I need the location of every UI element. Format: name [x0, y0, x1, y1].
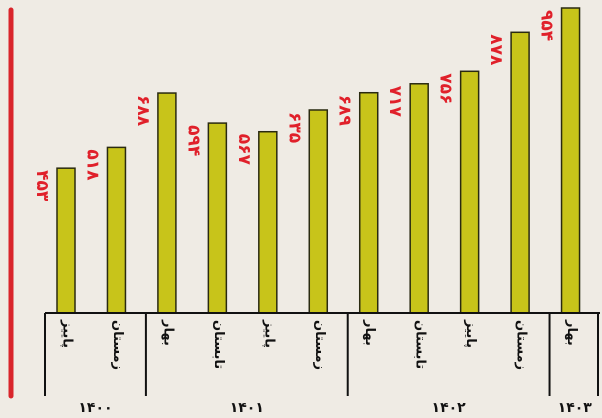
bar — [207, 122, 228, 314]
x-tick-label: بهار — [564, 319, 579, 346]
value-label: ۶۸۸ — [133, 95, 153, 127]
value-label: ۷۵۶ — [436, 73, 456, 104]
bar — [459, 70, 480, 314]
group-label: ۱۴۰۲ — [432, 400, 467, 416]
bar — [510, 31, 530, 314]
bar — [106, 146, 127, 314]
bar — [560, 7, 581, 314]
value-label: ۶۸۹ — [335, 95, 355, 127]
bar — [409, 83, 429, 314]
group-label: ۱۴۰۳ — [558, 400, 593, 416]
x-tick-label: تابستان — [211, 320, 226, 369]
x-tick-label: پاییز — [463, 319, 478, 348]
x-tick-label: پاییز — [261, 319, 276, 348]
x-tick-label: تابستان — [413, 320, 428, 369]
value-label: ۵۹۴ — [183, 125, 203, 156]
value-label: ۹۵۴ — [537, 10, 557, 41]
value-label: ۴۵۳ — [32, 170, 52, 202]
group-label: ۱۴۰۰ — [78, 400, 112, 416]
x-tick-label: بهار — [362, 319, 377, 346]
x-tick-label: زمستان — [514, 320, 529, 370]
x-tick-label: زمستان — [312, 320, 327, 370]
x-tick-label: زمستان — [110, 320, 125, 370]
bar — [358, 91, 379, 314]
bar — [157, 92, 177, 314]
value-label: ۵۱۸ — [82, 149, 102, 181]
value-label: ۷۱۷ — [385, 86, 405, 118]
group-label: ۱۴۰۱ — [230, 400, 264, 416]
x-tick-label: بهار — [160, 319, 175, 346]
value-label: ۶۳۵ — [284, 112, 304, 143]
bar — [56, 167, 76, 314]
bar — [258, 130, 278, 314]
x-tick-label: پاییز — [60, 319, 75, 348]
value-label: ۸۷۸ — [486, 34, 506, 66]
value-label: ۵۶۷ — [234, 134, 254, 166]
bar — [308, 109, 329, 314]
